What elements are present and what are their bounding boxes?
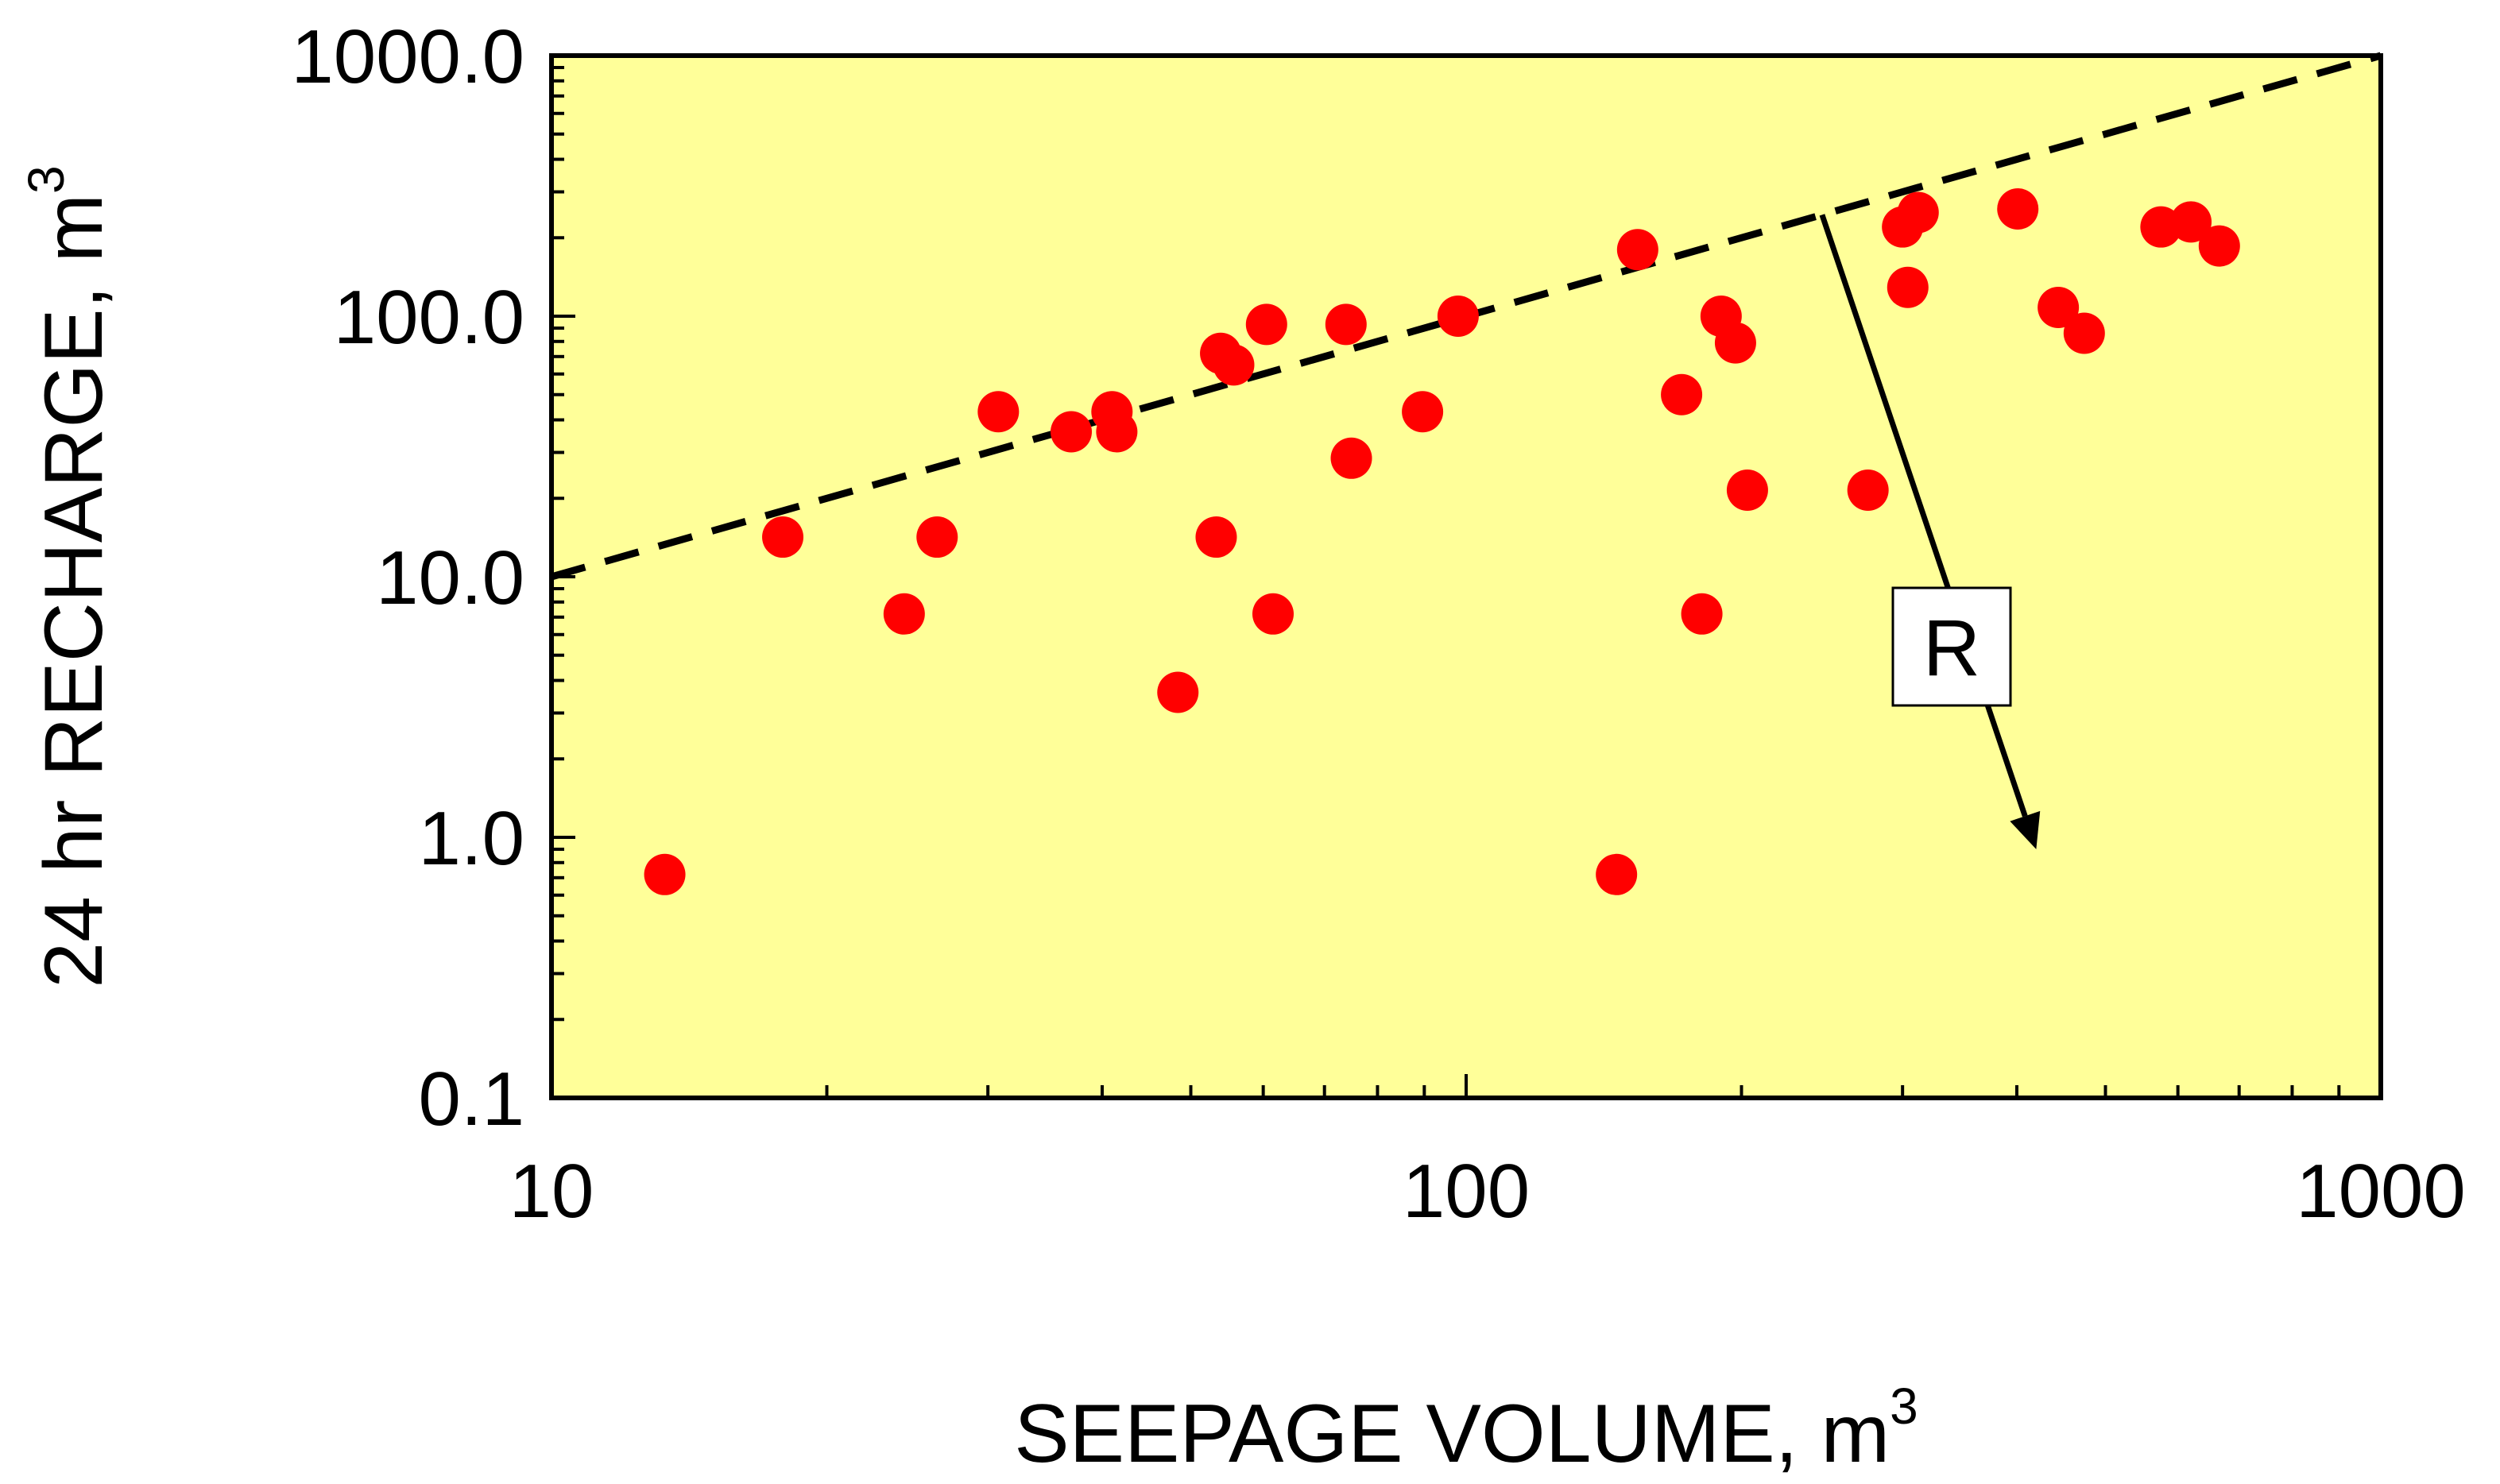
data-point [1681, 593, 1723, 635]
data-point [1325, 303, 1367, 346]
annotation-arrow [1819, 214, 2028, 817]
data-point [1726, 469, 1768, 511]
y-tick-label: 1000.0 [291, 14, 524, 99]
data-point [1897, 191, 1939, 234]
y-axis-title-text: 24 hr RECHARGE, m [28, 194, 120, 988]
data-point [883, 593, 925, 635]
data-point [1997, 187, 2039, 230]
data-point [1402, 391, 1444, 433]
x-axis-tick-labels: 10 100 1000 [509, 1149, 2466, 1234]
data-point [1661, 373, 1703, 415]
scatter-layer [644, 187, 2240, 895]
annotation-label-box [1891, 586, 2012, 707]
annotation-layer: R [1819, 214, 2041, 850]
y-axis-tick-labels: 0.1 1.0 10.0 100.0 1000.0 [291, 14, 524, 1142]
data-point [916, 516, 958, 558]
data-point [762, 516, 804, 558]
data-point [1245, 303, 1287, 346]
data-point [1252, 593, 1294, 635]
y-tick-label: 10.0 [376, 535, 524, 620]
data-point [1157, 671, 1199, 713]
data-point [1051, 411, 1093, 453]
y-axis-title: 24 hr RECHARGE, m3 [17, 165, 120, 987]
plot-area [551, 56, 2381, 1098]
data-point [644, 853, 686, 895]
data-point [1714, 322, 1756, 364]
y-axis-ticks [551, 54, 575, 1099]
data-point [1330, 437, 1372, 479]
x-tick-label: 1000 [2296, 1149, 2466, 1234]
y-tick-label: 0.1 [419, 1057, 524, 1142]
y-tick-label: 100.0 [334, 275, 524, 360]
data-point [1887, 266, 1929, 308]
data-point [1616, 229, 1658, 271]
data-point [2063, 312, 2105, 354]
y-tick-label: 1.0 [419, 796, 524, 881]
x-axis-ticks [550, 1074, 2382, 1098]
data-point [2198, 225, 2240, 267]
x-axis-title: SEEPAGE VOLUME, m3 [1014, 1378, 1918, 1480]
data-point [1437, 296, 1479, 337]
data-point [1596, 853, 1638, 895]
x-tick-label: 100 [1403, 1149, 1530, 1234]
annotation-arrowhead [2010, 810, 2041, 850]
data-point [1195, 516, 1237, 558]
data-point [977, 391, 1020, 433]
y-axis-title-superscript: 3 [17, 165, 75, 194]
data-point [2038, 287, 2080, 329]
data-point [1847, 469, 1889, 511]
data-point [1096, 411, 1138, 453]
data-point [1213, 344, 1255, 386]
data-point [2170, 201, 2212, 243]
x-axis-title-superscript: 3 [1890, 1378, 1918, 1435]
x-tick-label: 10 [509, 1149, 594, 1234]
x-axis-title-text: SEEPAGE VOLUME, m [1014, 1388, 1890, 1480]
annotation-label: R [1923, 604, 1980, 693]
